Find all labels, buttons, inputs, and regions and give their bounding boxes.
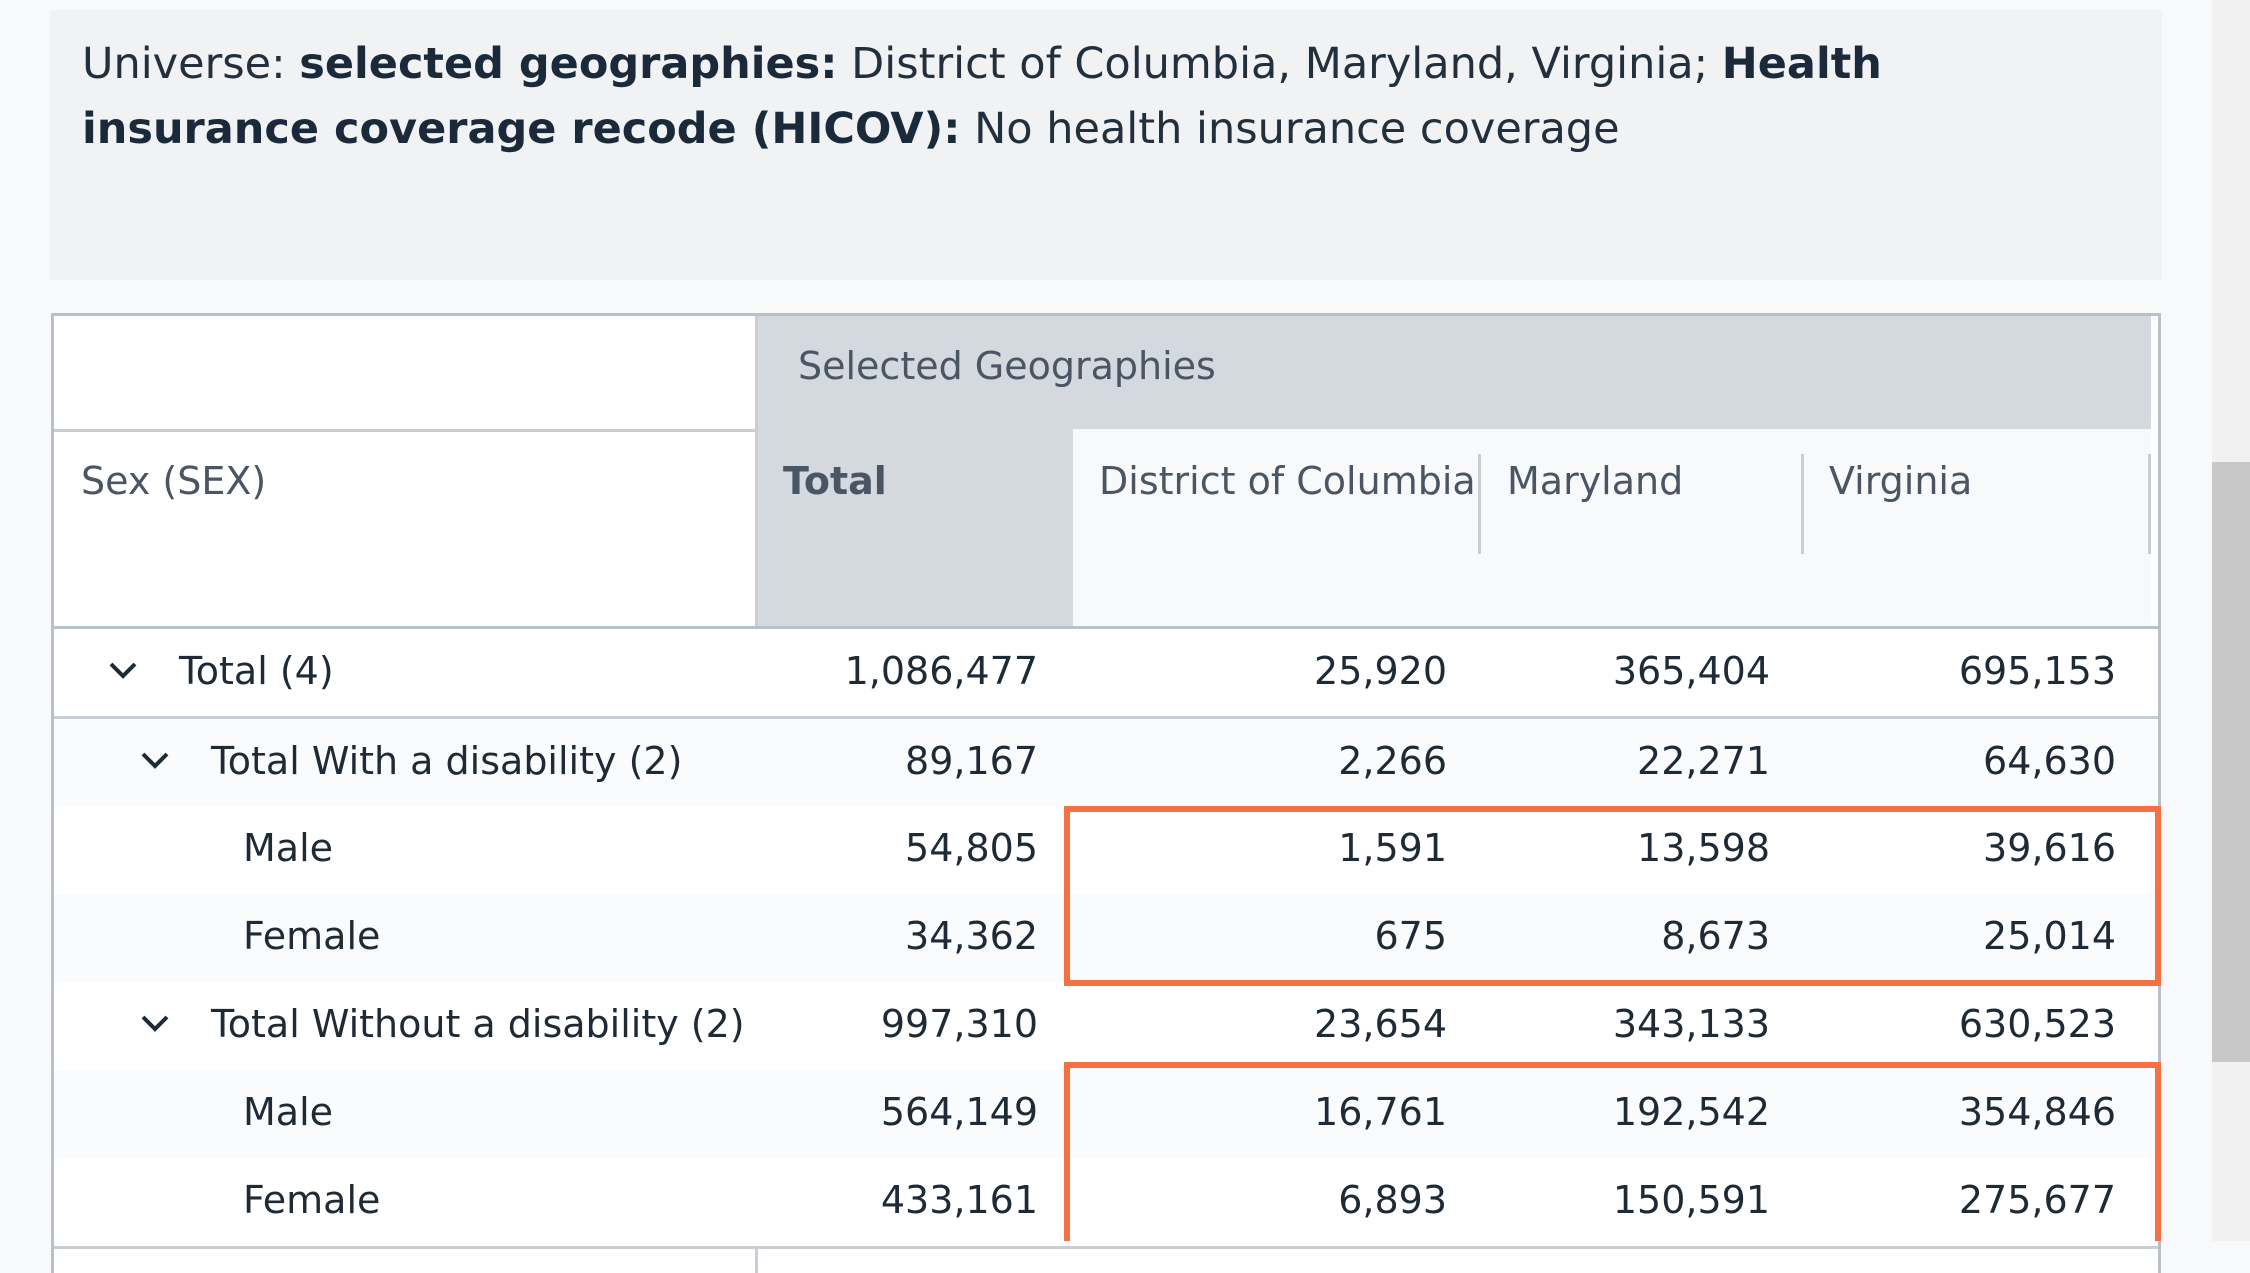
row-label: Male (243, 1090, 334, 1134)
table-cell: 54,805 (905, 826, 1038, 870)
row-without-disability-male (54, 1070, 2158, 1158)
table-cell: 343,133 (1612, 1002, 1770, 1046)
universe-filter-value: No health insurance coverage (960, 104, 1620, 154)
table-cell: 2,266 (1338, 739, 1447, 783)
universe-prefix: Universe: (82, 39, 300, 89)
table-cell: 675 (1374, 914, 1447, 958)
row-with-disability-male (54, 806, 2158, 894)
column-header-maryland[interactable]: Maryland (1481, 429, 1803, 629)
table-cell: 630,523 (1958, 1002, 2116, 1046)
geography-column-headers: District of Columbia Maryland Virginia (1073, 429, 2151, 629)
highlight-box-without-disability (1064, 1062, 2161, 1241)
table-cell: 6,893 (1338, 1178, 1447, 1222)
row-header-sex[interactable]: Sex (SEX) (81, 459, 267, 503)
table-cell: 433,161 (880, 1178, 1038, 1222)
column-header-label: District of Columbia (1099, 459, 1476, 503)
column-header-label: Total (783, 459, 887, 503)
table-cell: 695,153 (1958, 649, 2116, 693)
table-cell: 354,846 (1958, 1090, 2116, 1134)
table-cell: 25,014 (1983, 914, 2116, 958)
table-cell: 64,630 (1983, 739, 2116, 783)
chevron-down-icon[interactable] (133, 739, 177, 783)
row-divider (54, 716, 2158, 719)
table-cell: 34,362 (905, 914, 1038, 958)
table-cell: 192,542 (1612, 1090, 1770, 1134)
group-header-selected-geographies: Selected Geographies (758, 316, 2151, 429)
row-with-disability (54, 719, 2158, 806)
table-cell: 1,086,477 (844, 649, 1038, 693)
row-label: Female (243, 1178, 381, 1222)
row-label: Total Without a disability (2) (211, 1002, 745, 1046)
row-label: Total With a disability (2) (211, 739, 683, 783)
row-without-disability-female (54, 1158, 2158, 1246)
table-cell: 997,310 (880, 1002, 1038, 1046)
chevron-down-icon[interactable] (133, 1002, 177, 1046)
universe-geo-value: District of Columbia, Maryland, Virginia… (837, 39, 1722, 89)
universe-geo-label: selected geographies: (299, 39, 838, 89)
table-cell: 150,591 (1612, 1178, 1770, 1222)
table-cell: 23,654 (1314, 1002, 1447, 1046)
row-label: Male (243, 826, 334, 870)
table-cell: 275,677 (1958, 1178, 2116, 1222)
column-header-virginia[interactable]: Virginia (1803, 429, 2151, 629)
column-header-label: Maryland (1507, 459, 1684, 503)
universe-description: Universe: selected geographies: District… (50, 10, 2162, 280)
column-header-label: Virginia (1829, 459, 1973, 503)
universe-filter-label: Health insurance coverage recode (HICOV)… (82, 39, 1882, 154)
table-cell: 39,616 (1983, 826, 2116, 870)
table-cell: 89,167 (905, 739, 1038, 783)
table-cell: 25,920 (1314, 649, 1447, 693)
column-header-total[interactable]: Total (758, 429, 1073, 629)
table-cell: 365,404 (1612, 649, 1770, 693)
column-header-district-of-columbia[interactable]: District of Columbia (1073, 429, 1481, 629)
table-cell: 8,673 (1661, 914, 1770, 958)
row-with-disability-female (54, 894, 2158, 982)
table-cell: 16,761 (1314, 1090, 1447, 1134)
crosstab-table: Selected Geographies Sex (SEX) Total Dis… (51, 313, 2161, 1273)
table-cell: 1,591 (1338, 826, 1447, 870)
row-divider (54, 1246, 2158, 1249)
highlight-box-with-disability (1064, 806, 2161, 986)
scrollbar-thumb[interactable] (2212, 462, 2250, 1062)
table-cell: 564,149 (880, 1090, 1038, 1134)
chevron-down-icon[interactable] (101, 649, 145, 693)
table-cell: 22,271 (1637, 739, 1770, 783)
row-without-disability (54, 982, 2158, 1070)
table-cell: 13,598 (1637, 826, 1770, 870)
row-total (54, 629, 2158, 716)
row-label: Total (4) (179, 649, 334, 693)
group-header-label: Selected Geographies (798, 344, 1216, 388)
row-label: Female (243, 914, 381, 958)
page: Universe: selected geographies: District… (50, 10, 2250, 1273)
